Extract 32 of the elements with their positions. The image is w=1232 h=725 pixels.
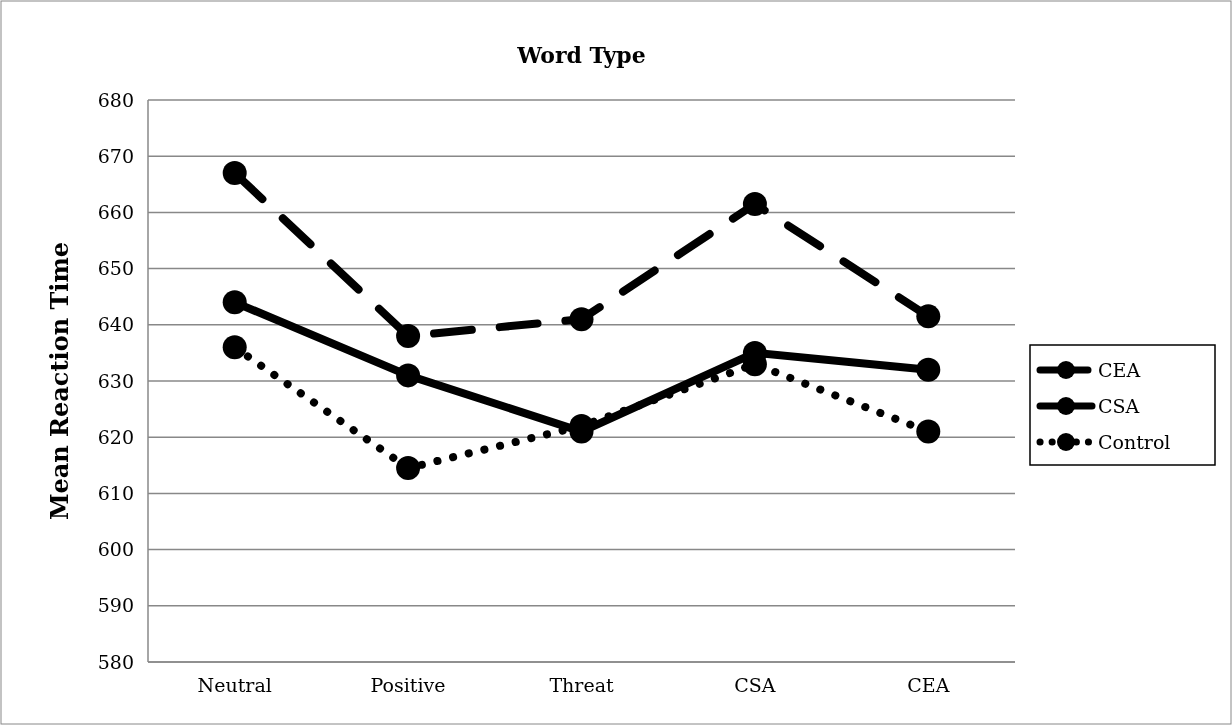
chart-title: Word Type: [516, 42, 646, 68]
y-tick-label: 600: [97, 538, 134, 561]
point: [222, 290, 247, 315]
y-tick-label: 580: [97, 650, 134, 673]
point: [396, 363, 421, 388]
point: [742, 191, 767, 216]
point: [396, 456, 421, 481]
point: [916, 304, 941, 329]
point: [396, 324, 421, 349]
point: [916, 357, 941, 382]
legend-label: Control: [1098, 430, 1171, 453]
y-tick-label: 670: [97, 144, 134, 167]
y-tick-label: 620: [97, 425, 134, 448]
legend-label: CSA: [1098, 394, 1140, 417]
legend-label: CEA: [1098, 358, 1141, 381]
y-tick-label: 660: [97, 201, 134, 224]
y-tick-label: 650: [97, 257, 134, 280]
y-tick-label: 590: [97, 594, 134, 617]
point: [222, 335, 247, 360]
x-tick-label: CEA: [907, 674, 950, 696]
x-tick-label: Threat: [549, 674, 614, 696]
y-tick-label: 680: [97, 88, 134, 111]
x-tick-label: CSA: [734, 674, 776, 696]
x-tick-label: Neutral: [197, 674, 272, 696]
point: [916, 419, 941, 444]
y-tick-label: 610: [97, 482, 134, 505]
y-tick-label: 630: [97, 369, 134, 392]
x-tick-label: Positive: [370, 674, 446, 696]
point: [569, 307, 594, 332]
y-axis-title: Mean Reaction Time: [45, 241, 74, 521]
point: [222, 161, 247, 186]
y-tick-label: 640: [97, 313, 134, 336]
